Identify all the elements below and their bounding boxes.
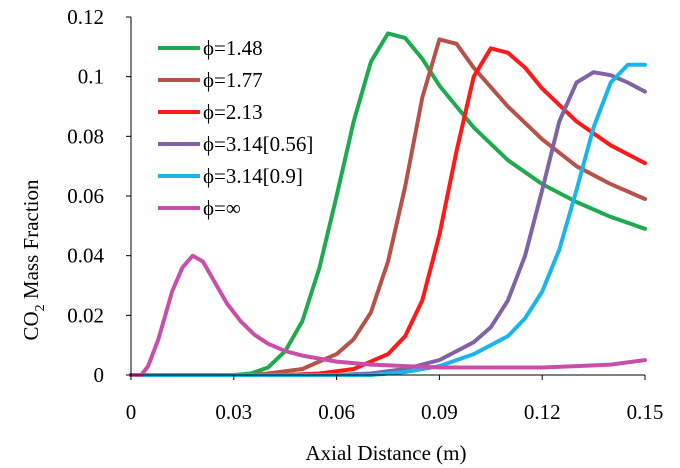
y-tick-label: 0.04 bbox=[67, 244, 104, 268]
y-tick-label: 0.1 bbox=[78, 65, 104, 89]
y-axis-title-part: Mass Fraction bbox=[19, 179, 43, 304]
series-line-4 bbox=[129, 70, 647, 377]
x-tick-label: 0.06 bbox=[318, 400, 355, 424]
series-line-3 bbox=[129, 46, 647, 377]
series-line-1 bbox=[129, 31, 647, 377]
x-tick-label: 0.03 bbox=[215, 400, 252, 424]
legend-label-3: ϕ=2.13 bbox=[203, 100, 263, 124]
x-axis-title: Axial Distance (m) bbox=[306, 441, 467, 465]
legend-label-6: ϕ=∞ bbox=[203, 196, 241, 220]
x-tick-label: 0.15 bbox=[627, 400, 664, 424]
legend-label-2: ϕ=1.77 bbox=[203, 68, 263, 92]
x-tick-label: 0.09 bbox=[421, 400, 458, 424]
y-axis-title: CO2 Mass Fraction bbox=[19, 179, 48, 341]
series-line-6 bbox=[129, 253, 647, 377]
y-tick-label: 0.08 bbox=[67, 124, 104, 148]
legend: ϕ=1.48 ϕ=1.77 ϕ=2.13 ϕ=3.14[0.56] ϕ=3.14[0.9… bbox=[158, 36, 313, 220]
y-axis-title-part: CO bbox=[19, 311, 43, 340]
series-line-2 bbox=[129, 37, 647, 377]
plot-area bbox=[129, 31, 647, 377]
y-axis-title-subscript: 2 bbox=[33, 304, 48, 311]
y-tick-label: 0.02 bbox=[67, 303, 104, 327]
legend-label-5: ϕ=3.14[0.9] bbox=[203, 164, 303, 188]
legend-label-4: ϕ=3.14[0.56] bbox=[203, 132, 313, 156]
y-tick-label: 0.12 bbox=[67, 5, 104, 29]
axes: 0 0.03 0.06 0.09 0.12 0.15 0 0.02 0.04 0.06 0.08 0.… bbox=[67, 5, 663, 424]
x-tick-label: 0 bbox=[126, 400, 137, 424]
y-tick-label: 0.06 bbox=[67, 184, 104, 208]
series-line-5 bbox=[129, 62, 647, 377]
x-tick-label: 0.12 bbox=[524, 400, 561, 424]
y-tick-label: 0 bbox=[94, 363, 105, 387]
legend-label-1: ϕ=1.48 bbox=[203, 36, 263, 60]
